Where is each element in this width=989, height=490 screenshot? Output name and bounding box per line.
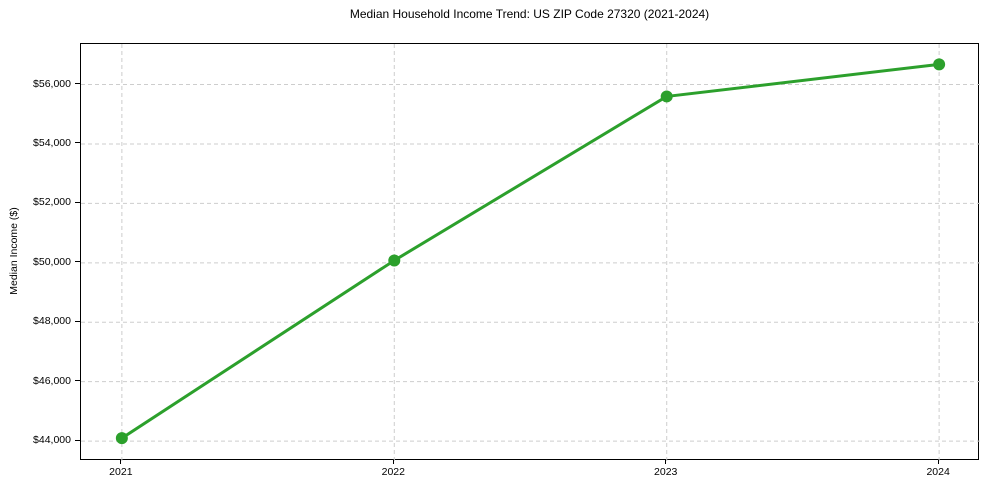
line-chart-svg: [81, 44, 980, 461]
y-tick-mark: [75, 83, 80, 85]
data-point-marker: [388, 254, 401, 267]
y-tick-mark: [75, 439, 80, 441]
y-tick-label: $48,000: [33, 315, 71, 328]
x-tick-mark: [120, 460, 122, 464]
x-tick-label: 2023: [654, 466, 678, 478]
y-tick-mark: [75, 380, 80, 382]
y-tick-mark: [75, 261, 80, 263]
x-tick-label: 2024: [926, 466, 950, 478]
y-tick-mark: [75, 320, 80, 322]
y-tick-mark: [75, 201, 80, 203]
data-point-marker: [660, 90, 673, 103]
x-tick-mark: [665, 460, 667, 464]
y-tick-label: $50,000: [33, 255, 71, 268]
y-tick-mark: [75, 142, 80, 144]
y-axis-label: Median Income ($): [8, 207, 20, 295]
income-trend-line: [120, 62, 941, 440]
chart-title: Median Household Income Trend: US ZIP Co…: [349, 7, 710, 21]
plot-area: [80, 43, 980, 461]
data-point-marker: [115, 432, 128, 445]
y-tick-label: $44,000: [33, 434, 71, 447]
data-point-marker: [933, 58, 946, 71]
x-tick-label: 2022: [381, 466, 405, 478]
x-tick-mark: [937, 460, 939, 464]
y-tick-label: $56,000: [33, 77, 71, 90]
y-tick-label: $52,000: [33, 196, 71, 209]
y-tick-label: $54,000: [33, 136, 71, 149]
x-tick-mark: [392, 460, 394, 464]
y-tick-label: $46,000: [33, 374, 71, 387]
x-tick-label: 2021: [109, 466, 133, 478]
